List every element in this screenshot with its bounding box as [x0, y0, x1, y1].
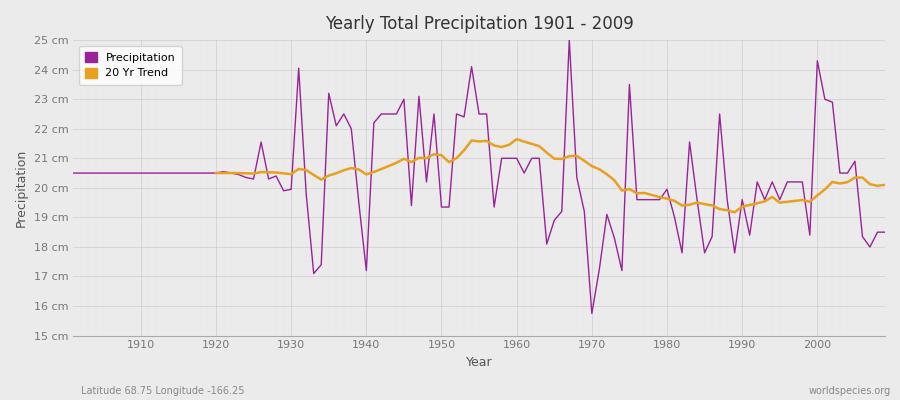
Precipitation	[511, 156, 522, 161]
20 Yr Trend	[511, 137, 522, 142]
20 Yr Trend	[684, 202, 695, 207]
Text: Latitude 68.75 Longitude -166.25: Latitude 68.75 Longitude -166.25	[81, 386, 245, 396]
20 Yr Trend	[729, 210, 740, 215]
Precipitation	[879, 230, 890, 234]
Precipitation	[68, 171, 78, 176]
Precipitation	[587, 311, 598, 316]
Precipitation	[504, 156, 515, 161]
20 Yr Trend	[865, 182, 876, 187]
Text: worldspecies.org: worldspecies.org	[809, 386, 891, 396]
Line: 20 Yr Trend: 20 Yr Trend	[216, 139, 885, 212]
Precipitation	[564, 38, 575, 42]
Precipitation	[616, 268, 627, 273]
Precipitation	[338, 112, 349, 116]
Legend: Precipitation, 20 Yr Trend: Precipitation, 20 Yr Trend	[78, 46, 182, 85]
Y-axis label: Precipitation: Precipitation	[15, 149, 28, 227]
20 Yr Trend	[301, 168, 311, 172]
Precipitation	[293, 66, 304, 70]
X-axis label: Year: Year	[466, 356, 492, 369]
Precipitation	[128, 171, 139, 176]
20 Yr Trend	[782, 200, 793, 204]
Line: Precipitation: Precipitation	[73, 40, 885, 314]
20 Yr Trend	[879, 182, 890, 187]
20 Yr Trend	[211, 171, 221, 176]
Title: Yearly Total Precipitation 1901 - 2009: Yearly Total Precipitation 1901 - 2009	[325, 15, 634, 33]
20 Yr Trend	[796, 198, 807, 202]
20 Yr Trend	[413, 156, 424, 160]
